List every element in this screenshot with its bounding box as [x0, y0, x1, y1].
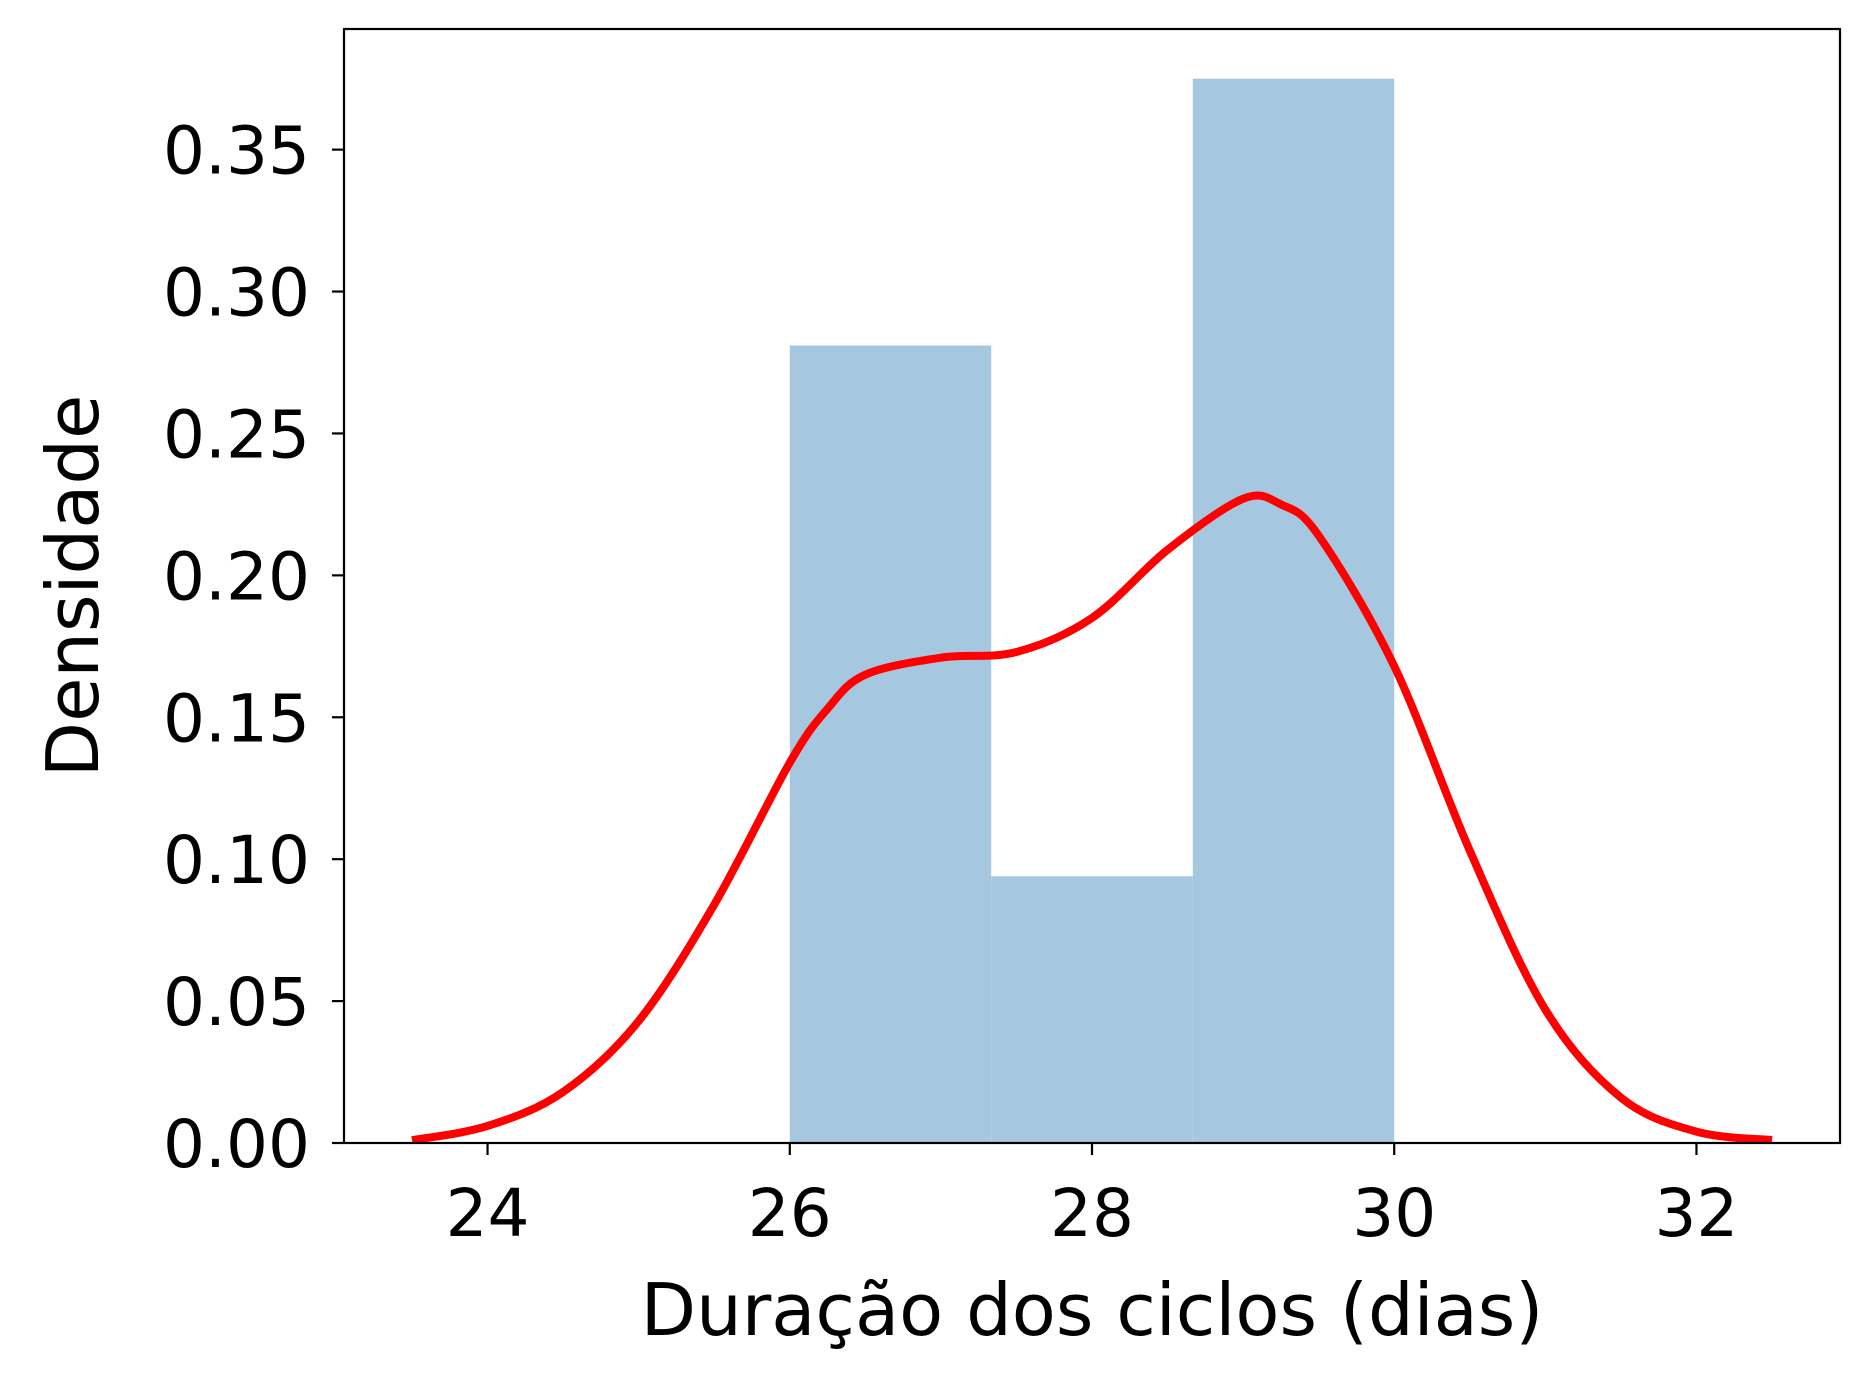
y-tick-label: 0.10 [163, 822, 310, 899]
x-tick-label: 30 [1352, 1175, 1436, 1252]
y-tick-label: 0.15 [163, 680, 310, 757]
axes: 24 26 28 30 32 0.00 0.05 0.10 0.15 0.20 0.25 0.30 0.… [163, 27, 1842, 1252]
y-axis-label: Densidade [31, 395, 115, 778]
y-tick-label: 0.35 [163, 113, 310, 190]
x-axis-label: Duração dos ciclos (dias) [641, 1268, 1544, 1352]
x-tick-label: 28 [1050, 1175, 1134, 1252]
histogram-bar-1 [789, 345, 992, 1143]
histogram-bars [789, 78, 1395, 1143]
y-tick-label: 0.25 [163, 396, 310, 473]
y-tick-label: 0.30 [163, 255, 310, 332]
y-tick-label: 0.00 [163, 1106, 310, 1183]
x-tick-label: 26 [748, 1175, 832, 1252]
y-tick-label: 0.05 [163, 964, 310, 1041]
density-curve [411, 491, 1773, 1145]
histogram-bar-3 [1192, 78, 1395, 1143]
x-tick-label: 32 [1654, 1175, 1738, 1252]
y-tick-label: 0.20 [163, 538, 310, 615]
x-tick-label: 24 [446, 1175, 530, 1252]
density-curve-layer [411, 491, 1773, 1145]
histogram-bar-2 [991, 876, 1193, 1143]
